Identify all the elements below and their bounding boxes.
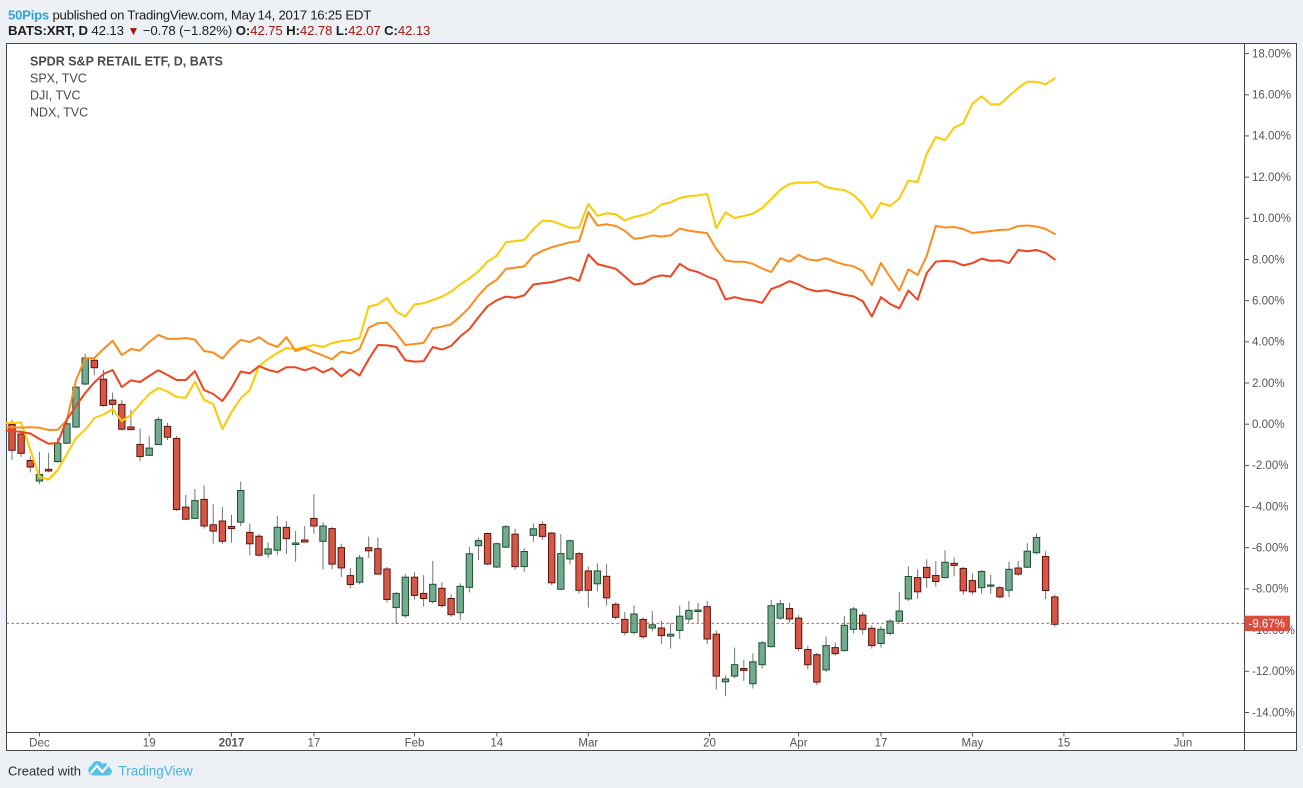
svg-text:SPDR S&P RETAIL ETF, D, BATS: SPDR S&P RETAIL ETF, D, BATS [30, 55, 223, 69]
svg-text:19: 19 [143, 738, 156, 750]
svg-text:BATS:XRT, D 42.13 ▼ −0.78 (−1.: BATS:XRT, D 42.13 ▼ −0.78 (−1.82%) O:42.… [8, 23, 430, 38]
svg-text:0.00%: 0.00% [1252, 419, 1285, 431]
svg-text:17: 17 [875, 738, 888, 750]
svg-text:Apr: Apr [790, 738, 808, 750]
svg-text:14: 14 [490, 738, 503, 750]
svg-text:18.00%: 18.00% [1252, 48, 1291, 60]
svg-text:8.00%: 8.00% [1252, 254, 1285, 266]
svg-text:12.00%: 12.00% [1252, 172, 1291, 184]
svg-text:Feb: Feb [405, 738, 425, 750]
svg-text:2017: 2017 [219, 738, 245, 750]
svg-text:-14.00%: -14.00% [1252, 707, 1295, 719]
svg-text:Dec: Dec [29, 738, 50, 750]
svg-text:NDX, TVC: NDX, TVC [30, 106, 88, 120]
svg-text:May: May [962, 738, 984, 750]
svg-text:-2.00%: -2.00% [1252, 460, 1288, 472]
svg-text:10.00%: 10.00% [1252, 213, 1291, 225]
svg-text:TradingView: TradingView [119, 764, 194, 779]
svg-text:Created with: Created with [8, 764, 81, 779]
svg-text:Jun: Jun [1174, 738, 1193, 750]
svg-text:4.00%: 4.00% [1252, 337, 1285, 349]
svg-text:Mar: Mar [578, 738, 598, 750]
svg-text:6.00%: 6.00% [1252, 296, 1285, 308]
svg-text:16.00%: 16.00% [1252, 90, 1291, 102]
svg-text:50Pips published on TradingVie: 50Pips published on TradingView.com, May… [8, 8, 371, 23]
svg-text:-8.00%: -8.00% [1252, 584, 1288, 596]
svg-text:DJI, TVC: DJI, TVC [30, 89, 80, 103]
svg-text:20: 20 [703, 738, 716, 750]
svg-text:14.00%: 14.00% [1252, 131, 1291, 143]
svg-text:SPX, TVC: SPX, TVC [30, 72, 87, 86]
svg-text:-9.67%: -9.67% [1249, 618, 1285, 630]
svg-text:2.00%: 2.00% [1252, 378, 1285, 390]
svg-text:-4.00%: -4.00% [1252, 501, 1288, 513]
svg-text:17: 17 [308, 738, 321, 750]
svg-text:-12.00%: -12.00% [1252, 666, 1295, 678]
svg-text:15: 15 [1058, 738, 1071, 750]
svg-text:-6.00%: -6.00% [1252, 543, 1288, 555]
